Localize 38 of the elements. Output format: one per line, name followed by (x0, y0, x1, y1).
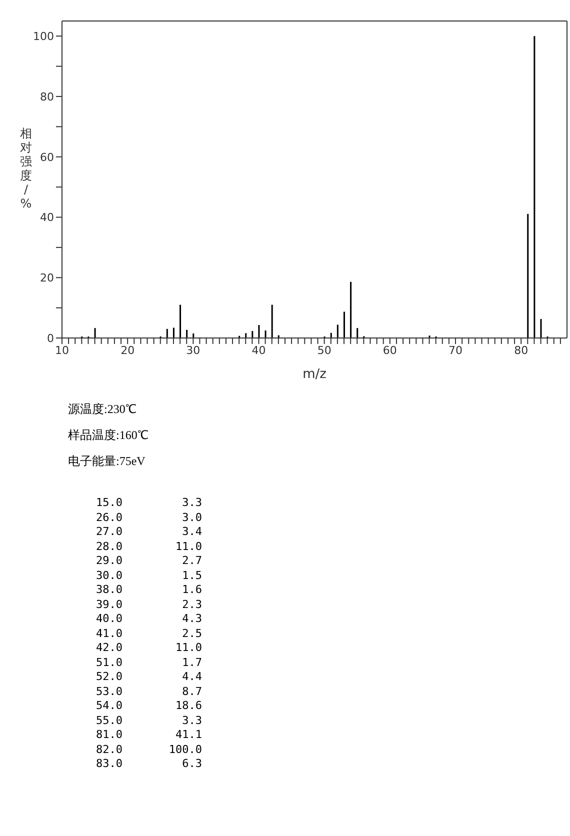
y-axis-title: 相对强度/% (20, 126, 32, 210)
text: 电子能量:75eV (68, 453, 146, 470)
x-axis-title: m/z (302, 367, 327, 382)
text: 55.0 3.3 (96, 714, 203, 728)
text: 27.0 3.4 (96, 525, 203, 540)
text: 42.0 11.0 (96, 641, 203, 656)
text: 15.0 3.3 (96, 496, 203, 510)
text: 28.0 11.0 (96, 540, 203, 554)
y-tick-label: 0 (47, 332, 54, 345)
x-tick-label: 10 (55, 344, 69, 357)
x-tick-label: 20 (120, 344, 135, 357)
x-tick-label: 70 (448, 344, 463, 357)
text: 51.0 1.7 (96, 656, 203, 670)
y-tick-label: 100 (33, 30, 54, 43)
text: 39.0 2.3 (96, 598, 203, 612)
text: 52.0 4.4 (96, 670, 203, 684)
text: 源温度:230℃ (68, 401, 138, 418)
text: 53.0 8.7 (96, 684, 203, 699)
text: 81.0 41.1 (96, 728, 203, 742)
x-tick-label: 40 (252, 344, 266, 357)
x-tick-label: 50 (317, 344, 332, 357)
x-tick-label: 30 (186, 344, 200, 357)
text: 38.0 1.6 (96, 583, 203, 598)
text: 26.0 3.0 (96, 510, 203, 525)
text: 40.0 4.3 (96, 612, 203, 626)
text: 82.0 100.0 (96, 742, 203, 757)
y-tick-label: 20 (40, 272, 54, 285)
text: 样品温度:160℃ (68, 427, 150, 444)
y-tick-label: 40 (40, 211, 54, 224)
x-tick-label: 60 (382, 344, 397, 357)
y-tick-label: 60 (40, 150, 54, 164)
x-tick-label: 80 (514, 344, 528, 357)
text: 83.0 6.3 (96, 757, 203, 772)
y-tick-label: 80 (40, 90, 54, 104)
text: 30.0 1.5 (96, 568, 203, 583)
text: 29.0 2.7 (96, 554, 203, 568)
text: 41.0 2.5 (96, 626, 203, 641)
text: 54.0 18.6 (96, 699, 203, 714)
